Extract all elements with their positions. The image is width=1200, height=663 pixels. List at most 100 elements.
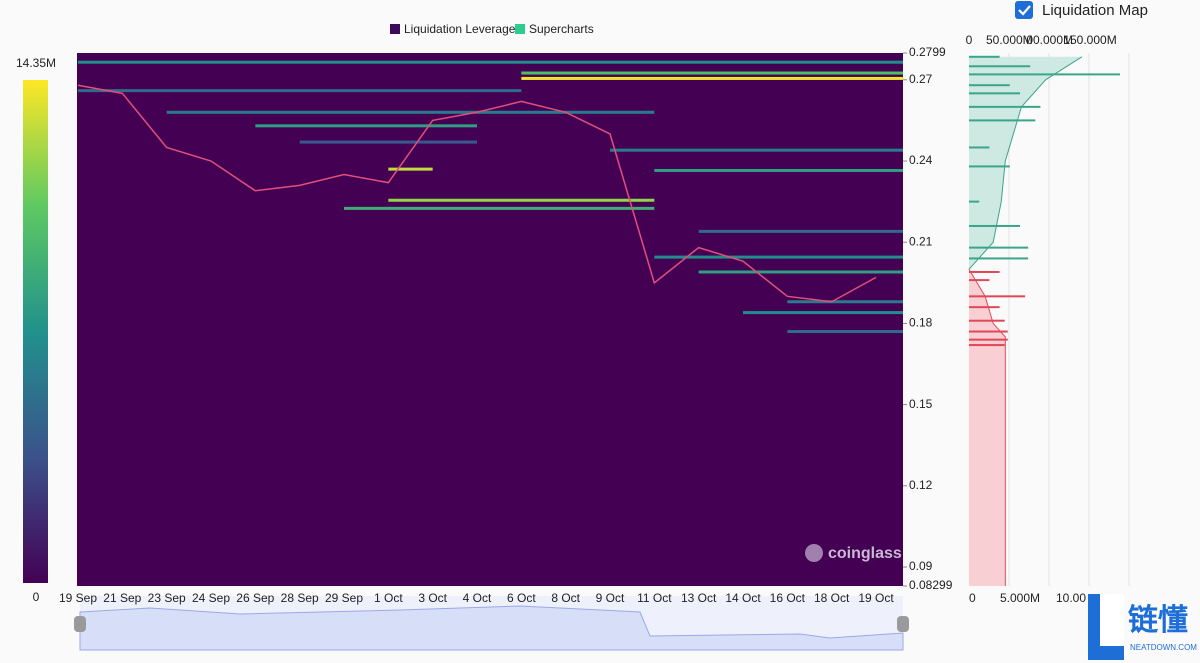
cumulative-line: [968, 269, 1006, 586]
check-icon: [1018, 5, 1031, 16]
x-tick-label: 26 Sep: [236, 591, 274, 605]
heat-band: [344, 206, 655, 210]
x-tick-label: 21 Sep: [103, 591, 141, 605]
liquidation-bar: [969, 257, 1029, 260]
liquidation-bar: [969, 65, 1031, 68]
liquidation-bar: [969, 306, 1000, 309]
liquidation-bar: [969, 165, 1010, 168]
liquidation-bar: [969, 270, 1000, 273]
x-tick-label: 24 Sep: [192, 591, 230, 605]
y-tick-label: 0.2799: [909, 45, 946, 59]
heat-band: [787, 300, 903, 304]
x-tick-label: 8 Oct: [551, 591, 580, 605]
y-tick-label: 0.24: [909, 153, 933, 167]
liquidation-bar: [969, 146, 990, 149]
cumulative-area: [969, 269, 1006, 586]
heat-band: [78, 89, 522, 93]
heat-band: [610, 148, 903, 152]
x-tick-label: 3 Oct: [418, 591, 447, 605]
heat-band: [299, 140, 477, 144]
liquidation-bar: [969, 105, 1041, 108]
heat-band: [255, 124, 477, 128]
legend-label[interactable]: Liquidation Leverage: [404, 22, 516, 36]
liquidation-bar: [969, 55, 1000, 58]
liquidation-bar: [969, 338, 1008, 341]
map-top-tick-label: 0: [966, 33, 973, 47]
logo-text: 链懂: [1128, 603, 1188, 637]
x-tick-label: 29 Sep: [325, 591, 363, 605]
cumulative-line: [968, 56, 1083, 270]
colorbar: [23, 80, 48, 583]
map-bottom-tick-label: 0: [969, 591, 976, 605]
heat-band: [521, 71, 903, 75]
liquidation-bar: [969, 224, 1020, 227]
y-tick-label: 0.08299: [909, 578, 953, 592]
x-tick-label: 9 Oct: [596, 591, 625, 605]
liquidation-bar: [969, 246, 1029, 249]
cumulative-area: [969, 56, 1082, 270]
legend-swatch: [390, 24, 400, 34]
heat-band: [521, 76, 903, 80]
map-top-tick-label: 00.000M: [1026, 33, 1073, 47]
x-tick-label: 4 Oct: [463, 591, 492, 605]
y-tick-label: 0.21: [909, 234, 933, 248]
x-tick-label: 14 Oct: [725, 591, 761, 605]
x-tick-label: 19 Oct: [858, 591, 894, 605]
price-line: [77, 84, 877, 303]
plot: [77, 60, 903, 334]
watermark-icon: [805, 544, 823, 562]
x-tick-label: 6 Oct: [507, 591, 536, 605]
map-bottom-tick-label: 10.00: [1056, 591, 1086, 605]
y-tick-label: 0.09: [909, 559, 933, 573]
liquidation-bar: [969, 279, 990, 282]
y-tick-label: 0.12: [909, 478, 933, 492]
toggle-label[interactable]: Liquidation Map: [1042, 2, 1148, 19]
heat-band: [654, 255, 903, 259]
heat-band: [166, 110, 655, 114]
heat-band: [78, 60, 903, 64]
y-tick-label: 0.27: [909, 72, 933, 86]
heat-band: [654, 168, 903, 172]
liquidation-bar: [969, 73, 1120, 76]
liquidation-bar: [969, 92, 1020, 95]
heat-band: [698, 270, 903, 274]
x-tick-label: 13 Oct: [681, 591, 717, 605]
y-tick-label: 0.18: [909, 316, 933, 330]
heat-band: [698, 229, 903, 233]
map-top-tick-label: 150.000M: [1063, 33, 1116, 47]
heat-band: [743, 311, 903, 315]
map-bottom-tick-label: 5.000M: [1000, 591, 1040, 605]
watermark: coinglass: [828, 545, 902, 562]
liquidation-bar: [969, 295, 1026, 298]
x-tick-label: 1 Oct: [374, 591, 403, 605]
x-tick-label: 16 Oct: [770, 591, 806, 605]
heat-band: [388, 167, 433, 171]
x-tick-label: 18 Oct: [814, 591, 850, 605]
legend-label[interactable]: Supercharts: [529, 22, 594, 36]
colorbar-label: 14.35M: [16, 56, 56, 70]
liquidation-bar: [969, 84, 1010, 87]
heat-band: [388, 198, 655, 202]
x-tick-label: 28 Sep: [281, 591, 319, 605]
legend-swatch: [515, 24, 525, 34]
heat-band: [787, 330, 903, 334]
liquidation-bar: [969, 330, 1008, 333]
liquidation-bar: [969, 119, 1036, 122]
x-tick-label: 19 Sep: [59, 591, 97, 605]
range-handle[interactable]: [74, 616, 86, 632]
range-handle[interactable]: [897, 616, 909, 632]
logo-mark: [1100, 594, 1124, 646]
minimap-area: [79, 605, 904, 651]
map-top-tick-label: 50.000M: [986, 33, 1033, 47]
x-tick-label: 23 Sep: [148, 591, 186, 605]
plot-background: [77, 53, 903, 586]
x-tick-label: 11 Oct: [637, 591, 672, 605]
checkbox[interactable]: [1015, 1, 1033, 19]
y-tick-label: 0.15: [909, 397, 933, 411]
liquidation-bar: [969, 200, 980, 203]
liquidation-bar: [969, 344, 1005, 347]
colorbar-label: 0: [33, 590, 40, 604]
liquidation-bar: [969, 319, 1005, 322]
